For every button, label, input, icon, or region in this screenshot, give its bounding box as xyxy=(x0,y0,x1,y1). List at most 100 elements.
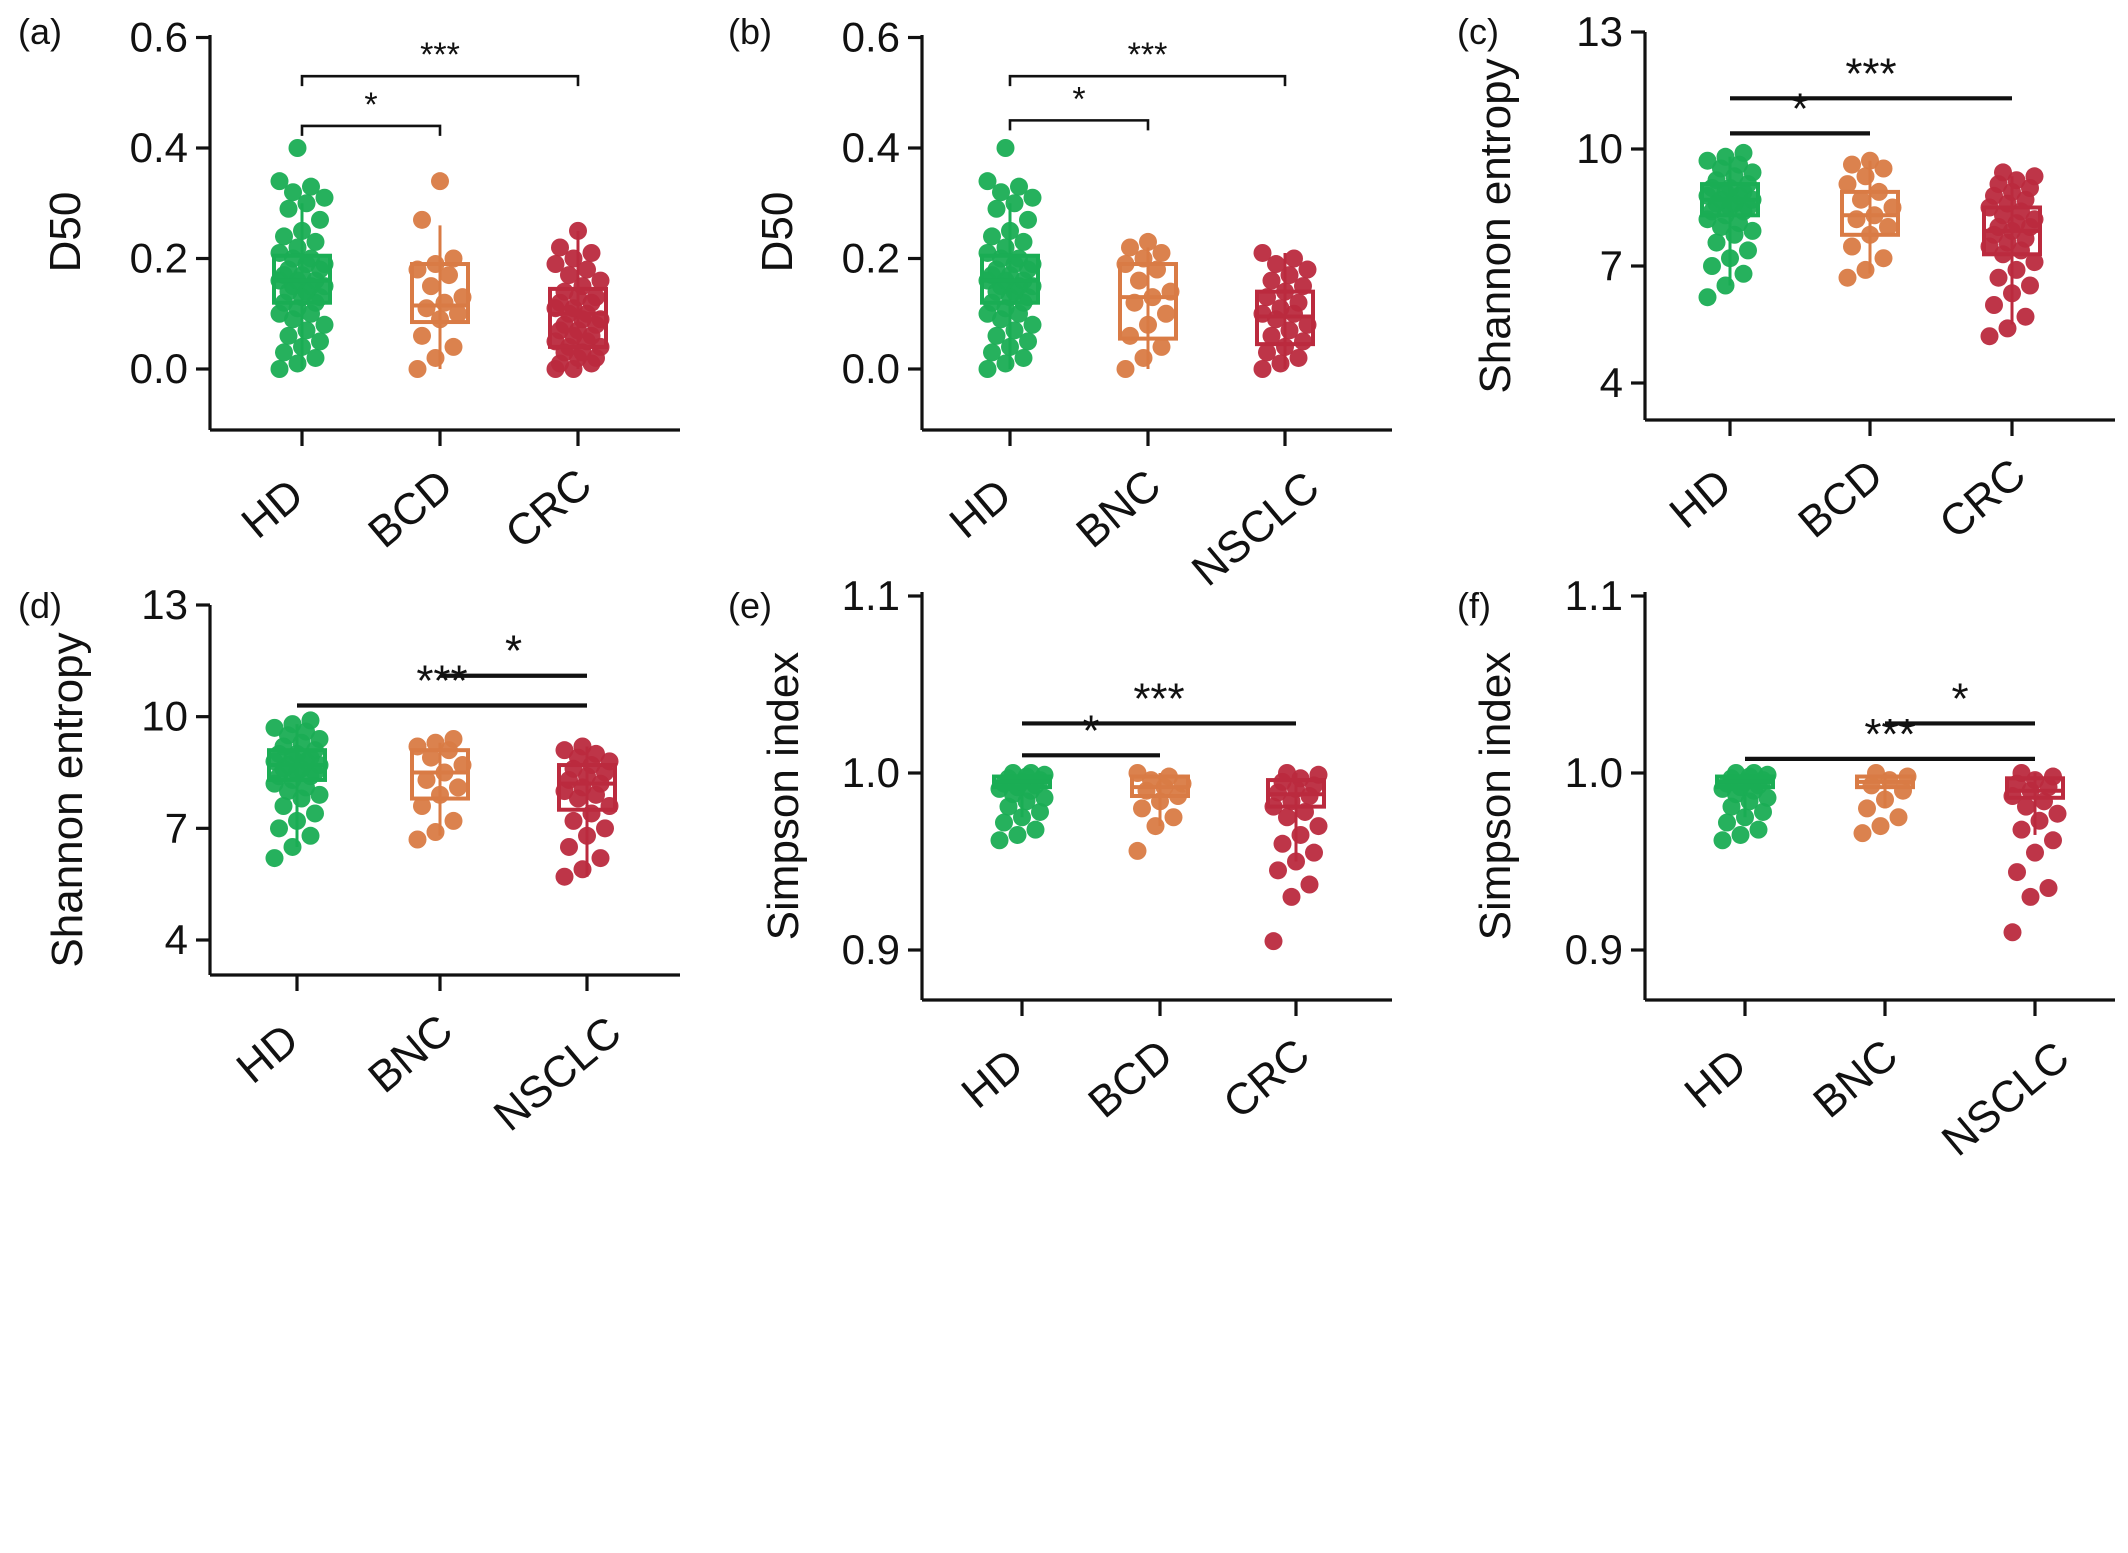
data-point xyxy=(1264,932,1283,951)
significance-label: *** xyxy=(1128,36,1168,74)
data-point xyxy=(293,221,311,240)
data-point xyxy=(301,826,320,845)
data-point xyxy=(1698,151,1717,170)
data-point xyxy=(431,785,449,804)
data-point xyxy=(1309,817,1328,836)
data-point xyxy=(1008,825,1027,844)
x-tick-label: HD xyxy=(233,470,313,548)
data-point xyxy=(2003,284,2021,303)
data-point xyxy=(1146,817,1165,836)
x-tick-label: NSCLC xyxy=(1933,1032,2079,1165)
significance-label: * xyxy=(1791,84,1808,133)
data-point xyxy=(288,354,307,373)
significance-label: * xyxy=(1951,674,1968,723)
y-tick-label: 7 xyxy=(165,804,188,851)
data-point xyxy=(449,304,467,323)
data-point xyxy=(2016,307,2035,326)
data-point xyxy=(546,255,565,274)
data-point xyxy=(408,830,427,849)
box-HD xyxy=(265,711,329,868)
data-point xyxy=(1716,276,1735,295)
data-point xyxy=(1736,808,1754,827)
data-point xyxy=(283,715,302,734)
data-point xyxy=(1754,802,1772,821)
data-point xyxy=(1267,255,1285,274)
data-point xyxy=(1253,360,1272,378)
data-point xyxy=(1031,802,1049,821)
data-point xyxy=(1876,790,1894,809)
data-point xyxy=(1843,237,1861,256)
data-point xyxy=(578,826,596,845)
data-point xyxy=(2008,863,2026,882)
data-point xyxy=(306,348,325,367)
data-point xyxy=(1269,861,1287,880)
y-tick-label: 0.4 xyxy=(842,124,900,171)
data-point xyxy=(1703,257,1721,275)
data-point xyxy=(1253,243,1272,262)
significance-label: * xyxy=(1072,80,1085,118)
data-point xyxy=(591,849,610,868)
data-point xyxy=(1998,319,2017,338)
data-point xyxy=(1116,360,1135,378)
box-BCD xyxy=(1128,764,1192,860)
data-point xyxy=(301,711,320,730)
significance-label: * xyxy=(505,627,522,676)
y-tick-label: 7 xyxy=(1600,242,1623,289)
data-point xyxy=(413,326,431,345)
box-HD xyxy=(978,139,1042,378)
data-point xyxy=(1718,813,1736,832)
significance-bracket: * xyxy=(1885,674,2035,726)
data-point xyxy=(1843,155,1861,174)
data-point xyxy=(1019,332,1037,351)
data-point xyxy=(1743,163,1762,182)
y-axis-title: Simpson index xyxy=(1471,652,1520,941)
y-tick-label: 0.0 xyxy=(130,345,188,392)
data-point xyxy=(311,332,329,351)
box-CRC xyxy=(1264,764,1328,951)
y-tick-label: 10 xyxy=(141,693,188,740)
data-point xyxy=(275,343,293,362)
data-point xyxy=(288,811,306,830)
data-point xyxy=(311,210,329,229)
data-point xyxy=(426,348,445,367)
y-tick-label: 0.0 xyxy=(842,345,900,392)
data-point xyxy=(1852,190,1870,209)
y-tick-label: 10 xyxy=(1576,125,1623,172)
significance-bracket: * xyxy=(440,627,587,678)
x-tick-label: BNC xyxy=(1067,460,1170,557)
data-point xyxy=(422,277,440,296)
data-point xyxy=(983,343,1001,362)
x-tick-label: HD xyxy=(1676,1040,1756,1118)
data-point xyxy=(1271,354,1290,373)
data-point xyxy=(1164,808,1183,827)
data-point xyxy=(1289,348,1308,367)
data-point xyxy=(417,299,436,318)
data-point xyxy=(426,733,445,752)
y-axis-title: D50 xyxy=(41,192,90,273)
data-point xyxy=(987,326,1006,345)
data-point xyxy=(1867,764,1885,782)
significance-bracket: *** xyxy=(1730,49,2012,101)
box-NSCLC xyxy=(1253,243,1317,378)
data-point xyxy=(283,837,302,856)
y-tick-label: 13 xyxy=(1576,8,1623,55)
significance-bracket: *** xyxy=(297,657,587,708)
significance-bracket: *** xyxy=(1008,36,1287,87)
data-point xyxy=(573,737,592,756)
box-NSCLC xyxy=(2003,764,2067,942)
data-point xyxy=(1985,296,2003,314)
data-point xyxy=(297,321,316,340)
y-axis-title: D50 xyxy=(753,192,802,273)
data-point xyxy=(1280,266,1299,285)
data-point xyxy=(270,172,289,191)
box-HD xyxy=(1713,764,1777,850)
y-tick-label: 1.0 xyxy=(1565,749,1623,796)
data-point xyxy=(1133,799,1151,818)
data-point xyxy=(1013,808,1031,827)
panel-label: (b) xyxy=(728,11,772,52)
data-point xyxy=(2012,820,2031,839)
data-point xyxy=(279,326,298,345)
data-point xyxy=(1871,817,1890,836)
data-point xyxy=(288,238,307,257)
